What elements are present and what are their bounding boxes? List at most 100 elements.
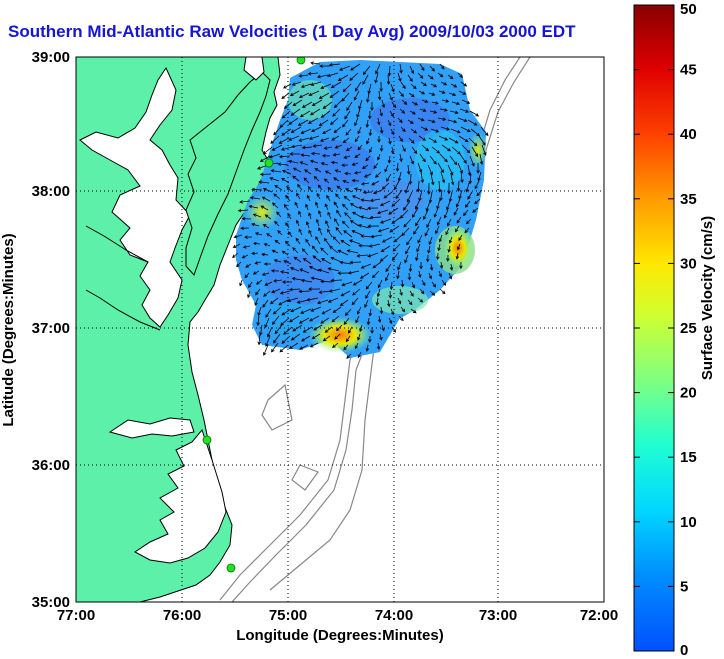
velocity-arrow <box>351 162 359 166</box>
colorbar-tick-label: 50 <box>680 1 697 18</box>
velocity-arrow <box>430 128 440 133</box>
velocity-arrow <box>330 278 343 283</box>
velocity-arrow <box>343 155 351 159</box>
velocity-arrow <box>330 256 342 263</box>
velocity-arrow <box>372 261 382 269</box>
velocity-arrow <box>256 315 260 327</box>
velocity-arrow <box>439 189 443 202</box>
velocity-arrow <box>363 173 372 178</box>
velocity-arrow <box>319 137 330 142</box>
velocity-arrow <box>408 263 413 273</box>
grid-lines <box>76 57 604 602</box>
velocity-arrow <box>262 224 270 229</box>
y-tick-0: 39:00 <box>32 49 70 66</box>
velocity-arrow <box>308 212 312 220</box>
velocity-arrow <box>290 333 301 341</box>
velocity-arrow <box>377 279 383 289</box>
velocity-arrow <box>387 65 392 77</box>
velocity-arrow <box>400 306 406 313</box>
velocity-arrow <box>368 308 373 317</box>
velocity-arrow <box>447 245 451 253</box>
velocity-arrow <box>459 153 467 164</box>
velocity-arrow <box>365 344 370 352</box>
velocity-arrow <box>407 272 412 281</box>
velocity-arrow <box>318 290 331 294</box>
velocity-arrow <box>248 281 253 288</box>
velocity-arrow <box>411 281 416 289</box>
velocity-arrow <box>265 308 272 318</box>
velocity-arrow <box>340 290 351 297</box>
velocity-arrow <box>325 220 330 229</box>
velocity-arrow <box>352 279 363 286</box>
velocity-arrow <box>370 234 383 239</box>
velocity-arrow <box>362 164 369 169</box>
velocity-arrow <box>375 297 380 306</box>
velocity-arrow <box>419 261 423 270</box>
velocity-arrow <box>390 308 395 316</box>
velocity-arrow <box>409 65 414 75</box>
velocity-arrow <box>349 260 362 265</box>
velocity-arrow <box>457 72 463 78</box>
velocity-arrow <box>328 288 341 293</box>
velocity-arrow <box>379 254 389 262</box>
colorbar-tick-label: 15 <box>680 449 697 466</box>
velocity-arrow <box>438 234 443 243</box>
velocity-arrow <box>291 81 302 86</box>
velocity-arrow <box>431 146 441 154</box>
velocity-arrow <box>240 226 250 230</box>
velocity-arrow <box>471 146 479 158</box>
velocity-arrow <box>418 135 426 141</box>
velocity-arrow <box>351 230 363 236</box>
velocity-arrow <box>388 92 393 101</box>
velocity-arrow <box>322 128 332 134</box>
velocity-arrow <box>457 117 468 122</box>
velocity-arrow <box>436 252 440 261</box>
velocity-arrow <box>411 207 419 218</box>
velocity-arrow <box>241 254 249 259</box>
velocity-arrow <box>271 288 281 294</box>
velocity-arrow <box>408 92 415 98</box>
velocity-arrow <box>381 182 390 190</box>
velocity-arrow <box>365 155 371 162</box>
velocity-arrow <box>347 270 360 275</box>
velocity-arrow <box>359 324 363 333</box>
velocity-arrow <box>336 324 343 332</box>
velocity-arrow <box>308 229 313 238</box>
velocity-arrow <box>346 353 352 359</box>
velocity-arrow <box>421 144 430 152</box>
velocity-arrow <box>271 202 279 209</box>
velocity-arrow <box>337 271 350 275</box>
velocity-arrow <box>309 108 321 116</box>
velocity-arrow <box>368 110 372 120</box>
velocity-arrow <box>353 187 363 191</box>
velocity-arrow <box>312 255 322 263</box>
velocity-arrow <box>448 236 453 244</box>
velocity-arrow <box>448 272 453 280</box>
velocity-arrow <box>376 342 381 351</box>
velocity-arrow <box>345 188 353 193</box>
velocity-arrow <box>397 261 402 271</box>
velocity-arrow <box>318 209 322 218</box>
velocity-arrow <box>259 172 272 177</box>
station-4 <box>226 563 236 573</box>
velocity-arrow <box>313 176 320 182</box>
velocity-arrow <box>323 146 333 150</box>
velocity-arrow <box>456 180 461 192</box>
velocity-arrow <box>339 260 352 265</box>
velocity-arrow <box>330 117 339 125</box>
velocity-arrow <box>390 128 395 136</box>
velocity-arrow <box>447 182 451 195</box>
velocity-arrow <box>417 234 423 244</box>
velocity-arrow <box>417 72 424 79</box>
velocity-arrow <box>320 247 329 256</box>
velocity-arrow <box>297 183 303 191</box>
velocity-arrow <box>356 108 361 118</box>
velocity-arrow <box>263 243 271 247</box>
velocity-arrow <box>288 159 299 164</box>
velocity-arrow <box>379 200 391 207</box>
velocity-arrow <box>438 270 442 278</box>
velocity-arrow <box>274 239 281 245</box>
velocity-arrow <box>453 207 459 216</box>
velocity-arrow <box>419 153 426 163</box>
velocity-arrow <box>263 290 271 297</box>
